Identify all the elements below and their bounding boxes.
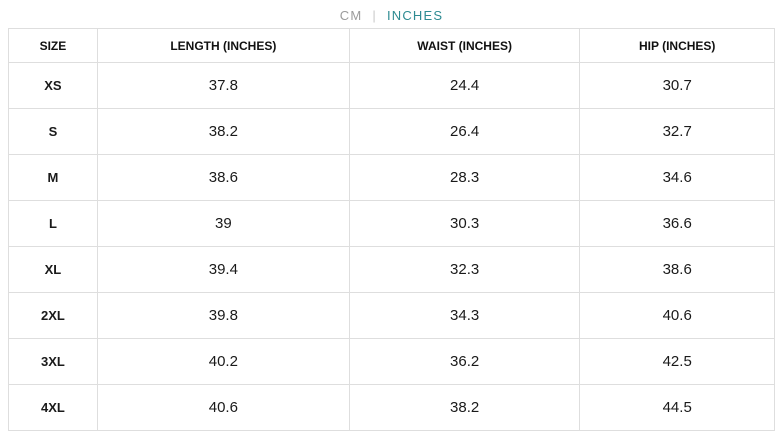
hip-cell: 40.6 <box>579 292 775 339</box>
header-size: SIZE <box>8 28 98 63</box>
length-cell: 38.2 <box>96 108 350 155</box>
table-row: XL 39.4 32.3 38.6 <box>8 246 775 293</box>
header-waist: WAIST (INCHES) <box>348 28 581 63</box>
table-header-row: SIZE LENGTH (INCHES) WAIST (INCHES) HIP … <box>8 28 775 63</box>
table-row: 2XL 39.8 34.3 40.6 <box>8 292 775 339</box>
hip-cell: 38.6 <box>579 246 775 293</box>
waist-cell: 38.2 <box>348 384 581 431</box>
table-row: S 38.2 26.4 32.7 <box>8 108 775 155</box>
table-row: 4XL 40.6 38.2 44.5 <box>8 384 775 431</box>
hip-cell: 34.6 <box>579 154 775 201</box>
waist-cell: 28.3 <box>348 154 581 201</box>
hip-cell: 36.6 <box>579 200 775 247</box>
size-cell: L <box>8 200 98 247</box>
size-cell: S <box>8 108 98 155</box>
length-cell: 40.2 <box>96 338 350 385</box>
hip-cell: 44.5 <box>579 384 775 431</box>
size-table: SIZE LENGTH (INCHES) WAIST (INCHES) HIP … <box>8 28 775 431</box>
size-cell: 3XL <box>8 338 98 385</box>
length-cell: 38.6 <box>96 154 350 201</box>
header-length: LENGTH (INCHES) <box>96 28 350 63</box>
length-cell: 37.8 <box>96 62 350 109</box>
table-row: M 38.6 28.3 34.6 <box>8 154 775 201</box>
size-cell: XL <box>8 246 98 293</box>
table-row: 3XL 40.2 36.2 42.5 <box>8 338 775 385</box>
hip-cell: 30.7 <box>579 62 775 109</box>
waist-cell: 32.3 <box>348 246 581 293</box>
waist-cell: 26.4 <box>348 108 581 155</box>
table-row: L 39 30.3 36.6 <box>8 200 775 247</box>
waist-cell: 24.4 <box>348 62 581 109</box>
length-cell: 39 <box>96 200 350 247</box>
size-table-container: SIZE LENGTH (INCHES) WAIST (INCHES) HIP … <box>0 28 783 431</box>
waist-cell: 36.2 <box>348 338 581 385</box>
unit-toggle-cm[interactable]: CM <box>339 7 363 23</box>
size-cell: M <box>8 154 98 201</box>
size-cell: XS <box>8 62 98 109</box>
hip-cell: 42.5 <box>579 338 775 385</box>
hip-cell: 32.7 <box>579 108 775 155</box>
header-hip: HIP (INCHES) <box>579 28 775 63</box>
size-cell: 4XL <box>8 384 98 431</box>
waist-cell: 34.3 <box>348 292 581 339</box>
unit-toggle-inches[interactable]: INCHES <box>386 7 444 23</box>
waist-cell: 30.3 <box>348 200 581 247</box>
table-row: XS 37.8 24.4 30.7 <box>8 62 775 109</box>
length-cell: 40.6 <box>96 384 350 431</box>
size-cell: 2XL <box>8 292 98 339</box>
unit-toggle: CM | INCHES <box>0 0 783 28</box>
length-cell: 39.8 <box>96 292 350 339</box>
unit-toggle-separator: | <box>372 7 377 23</box>
length-cell: 39.4 <box>96 246 350 293</box>
